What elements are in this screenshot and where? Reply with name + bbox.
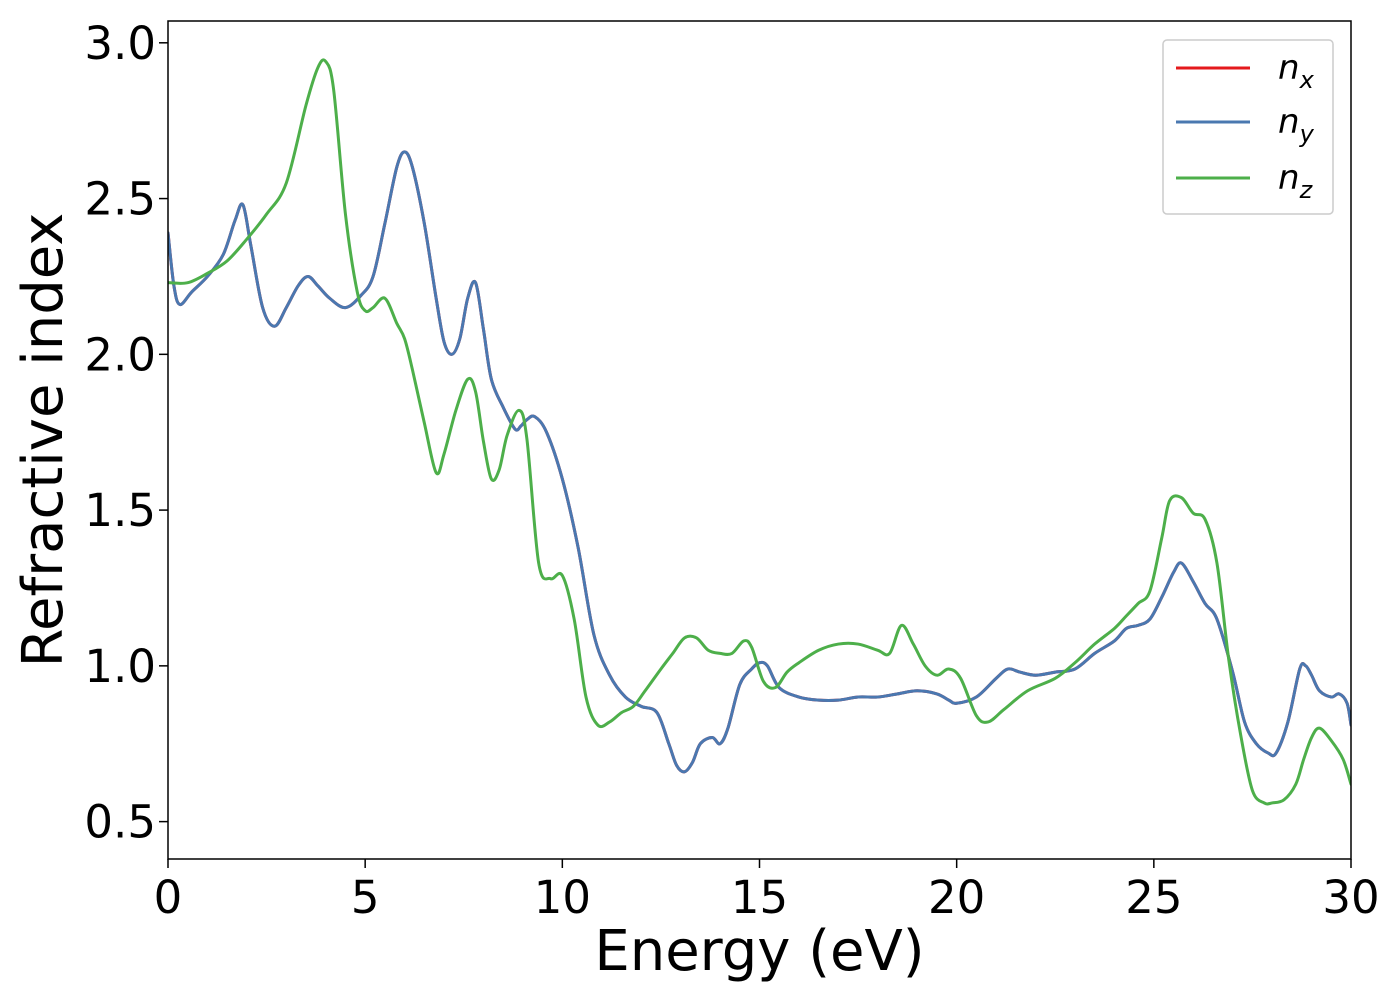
x-tick-label: 30 (1322, 871, 1379, 924)
y-tick-label: 2.5 (84, 173, 156, 226)
y-tick-label: 2.0 (84, 328, 156, 381)
y-tick-label: 1.5 (84, 484, 156, 537)
ticks-layer: 0 5 10 15 20 25 30 0.5 1.0 1.5 2.0 2.5 3.0 (84, 17, 1379, 924)
x-tick-label: 10 (534, 871, 591, 924)
x-tick-label: 20 (928, 871, 985, 924)
y-tick-label: 1.0 (84, 640, 156, 693)
y-tick-label: 3.0 (84, 17, 156, 70)
x-tick-label: 25 (1125, 871, 1182, 924)
legend-label-ny: ny (1278, 102, 1315, 148)
x-tick-label: 5 (351, 871, 380, 924)
series-line-ny (168, 150, 1351, 774)
series-lines-layer (168, 58, 1351, 806)
x-tick-label: 15 (731, 871, 788, 924)
legend-box (1162, 39, 1334, 215)
x-axis-title: Energy (eV) (594, 919, 924, 984)
y-tick-label: 0.5 (84, 796, 156, 849)
series-line-nz (168, 58, 1351, 806)
y-axis-title: Refractive index (11, 213, 76, 668)
legend-label-nx: nx (1278, 48, 1315, 94)
legend: nx ny nz (1162, 39, 1334, 215)
x-tick-label: 0 (154, 871, 183, 924)
legend-label-nz: nz (1278, 158, 1314, 204)
